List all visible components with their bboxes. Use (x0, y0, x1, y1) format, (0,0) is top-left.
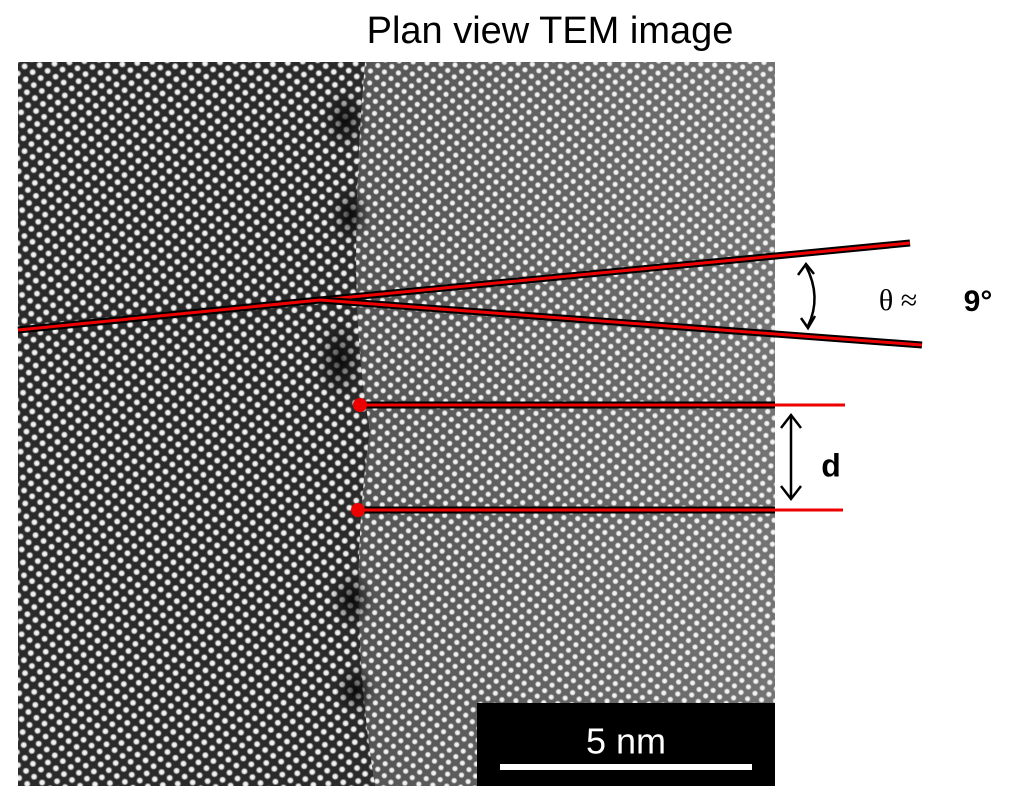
boundary-defect (330, 570, 374, 630)
spacing-arrow (781, 415, 801, 499)
angle-arc (798, 264, 815, 328)
angle-value: 9° (964, 285, 993, 318)
boundary-defect (330, 187, 370, 243)
figure: Plan view TEM image θ ≈ 9° d (0, 0, 1012, 786)
scale-bar: 5 nm (477, 703, 775, 786)
page: Plan view TEM image θ ≈ 9° d (0, 0, 1012, 786)
angle-symbol: θ ≈ (879, 284, 917, 317)
scale-label: 5 nm (586, 721, 666, 762)
contrast-fade (365, 62, 775, 786)
title: Plan view TEM image (367, 10, 734, 52)
micrograph (18, 62, 775, 786)
boundary-defect (323, 90, 367, 150)
spacing-label: d (821, 447, 841, 483)
boundary-defect (316, 320, 364, 400)
boundary-defect (335, 664, 375, 716)
